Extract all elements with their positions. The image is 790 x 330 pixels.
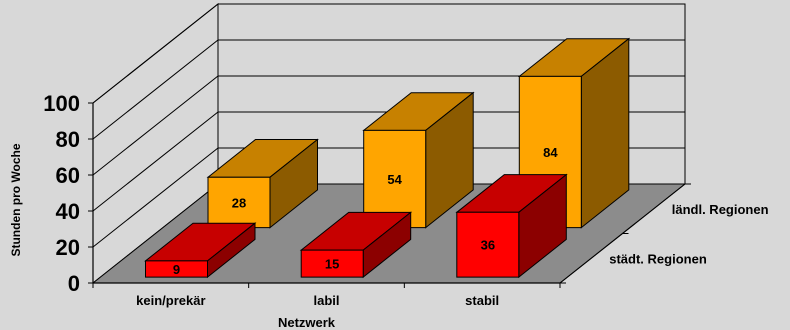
data-label: 84 <box>543 145 558 160</box>
x-axis-title: Netzwerk <box>278 315 336 330</box>
gridline <box>92 39 685 140</box>
bar <box>456 211 520 278</box>
y-tick-label: 40 <box>56 199 80 224</box>
bar <box>145 260 208 278</box>
x-tick-label: labil <box>313 293 339 308</box>
y-tick-label: 100 <box>43 91 80 116</box>
data-label: 54 <box>387 172 402 187</box>
series-label: städt. Regionen <box>609 251 707 266</box>
y-tick-label: 80 <box>56 127 80 152</box>
y-axis-title: Stunden pro Woche <box>9 143 23 256</box>
data-label: 9 <box>173 262 180 277</box>
data-label: 28 <box>232 195 246 210</box>
y-tick-label: 20 <box>56 235 80 260</box>
y-tick-label: 0 <box>68 271 80 296</box>
x-tick-label: kein/prekär <box>136 293 205 308</box>
data-label: 15 <box>325 257 339 272</box>
series-label: ländl. Regionen <box>672 202 769 217</box>
x-tick-label: stabil <box>465 293 499 308</box>
bar <box>300 249 364 278</box>
gridline <box>92 3 685 104</box>
data-label: 36 <box>481 238 495 253</box>
y-tick-label: 60 <box>56 163 80 188</box>
